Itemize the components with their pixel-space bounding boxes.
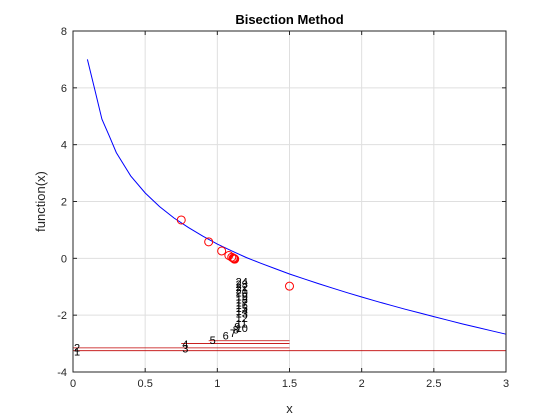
- iteration-label: 1: [74, 347, 80, 359]
- iteration-label: 21: [236, 285, 248, 297]
- iteration-label: 19: [236, 292, 248, 304]
- midpoint-marker: [285, 281, 294, 291]
- x-tick-label: 3: [503, 378, 509, 390]
- midpoint-marker: [228, 253, 238, 263]
- midpoint-markers: [176, 215, 294, 291]
- iteration-label: 7: [230, 328, 236, 340]
- midpoint-marker: [204, 237, 214, 247]
- bracket-lines: [73, 340, 506, 352]
- x-tick-label: 1.5: [282, 378, 297, 390]
- iteration-label: 17: [236, 297, 248, 309]
- midpoint-marker: [217, 246, 227, 256]
- y-tick-label: 6: [61, 83, 67, 95]
- iteration-label: 12: [236, 313, 248, 325]
- iteration-label: 20: [236, 287, 248, 299]
- x-tick-label: 1: [214, 378, 220, 390]
- iteration-label: 13: [236, 309, 248, 321]
- x-tick-label: 2.5: [426, 378, 441, 390]
- y-tick-label: -2: [57, 310, 67, 322]
- x-axis-label: x: [286, 401, 293, 416]
- iteration-label: 6: [223, 331, 229, 343]
- iteration-label: 3: [182, 344, 188, 356]
- iteration-label: 18: [236, 295, 248, 307]
- iteration-label: 9: [234, 322, 240, 334]
- x-tick-label: 2: [359, 378, 365, 390]
- midpoint-marker: [176, 215, 186, 225]
- iteration-label: 24: [236, 277, 248, 289]
- iteration-label: 22: [236, 282, 248, 294]
- y-tick-label: 4: [61, 140, 67, 152]
- y-tick-label: -4: [57, 367, 67, 379]
- x-tick-label: 0.5: [138, 378, 153, 390]
- iteration-label: 15: [236, 303, 248, 315]
- y-tick-label: 2: [61, 197, 67, 209]
- midpoint-marker: [227, 252, 237, 262]
- iteration-label: 5: [210, 335, 216, 347]
- iteration-label: 14: [236, 306, 248, 318]
- midpoint-marker: [230, 254, 240, 264]
- iteration-label: 10: [236, 323, 248, 335]
- x-tick-label: 0: [70, 378, 76, 390]
- y-tick-label: 0: [61, 253, 67, 265]
- iteration-label: 16: [236, 300, 248, 312]
- y-axis-label: function(x): [33, 171, 48, 232]
- function-curve: [86, 59, 507, 335]
- iteration-label: 8: [233, 324, 239, 336]
- iteration-label: 2: [74, 343, 80, 355]
- iteration-label: 11: [236, 319, 247, 331]
- y-tick-label: 8: [61, 26, 67, 38]
- iteration-label: 23: [236, 279, 248, 291]
- iteration-label: 4: [182, 339, 188, 351]
- chart-title: Bisection Method: [235, 12, 343, 27]
